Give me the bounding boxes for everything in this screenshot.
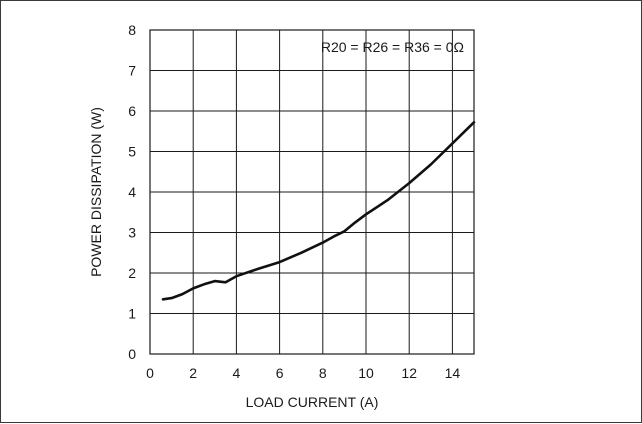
x-tick-label: 0 <box>146 365 154 381</box>
y-tick-label: 5 <box>128 144 136 160</box>
x-tick-label: 12 <box>401 365 417 381</box>
y-tick-label: 6 <box>128 103 136 119</box>
y-axis-title: POWER DISSIPATION (W) <box>88 107 104 277</box>
x-tick-label: 8 <box>319 365 327 381</box>
series-layer <box>161 121 476 301</box>
y-tick-label: 4 <box>128 184 136 200</box>
y-tick-label: 2 <box>128 265 136 281</box>
y-tick-label: 7 <box>128 63 136 79</box>
series-line-0 <box>161 121 476 301</box>
plot-border <box>149 29 475 355</box>
y-tick-label: 0 <box>128 346 136 362</box>
y-tick-label: 3 <box>128 225 136 241</box>
chart-annotation: R20 = R26 = R36 = 0Ω <box>321 39 464 55</box>
x-tick-label: 4 <box>233 365 241 381</box>
grid-layer <box>149 29 474 355</box>
y-tick-label: 1 <box>128 306 136 322</box>
x-tick-label: 14 <box>445 365 461 381</box>
y-tick-label: 8 <box>128 22 136 38</box>
x-tick-label: 10 <box>358 365 374 381</box>
x-tick-label: 2 <box>189 365 197 381</box>
x-tick-label: 6 <box>276 365 284 381</box>
x-axis-title: LOAD CURRENT (A) <box>246 394 379 410</box>
